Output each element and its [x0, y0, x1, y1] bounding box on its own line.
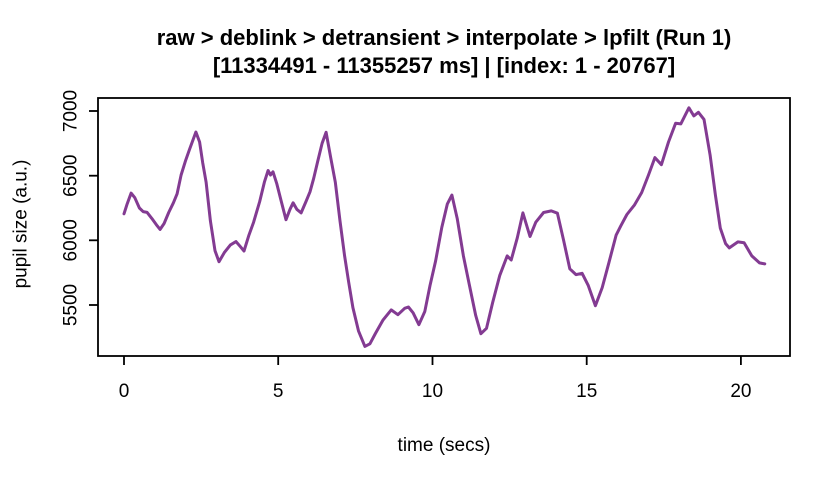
y-tick-label-5500: 5500 [61, 284, 82, 326]
x-tick-label-0: 0 [119, 381, 130, 402]
x-tick-label-20: 20 [730, 381, 751, 402]
y-axis-label: pupil size (a.u.) [11, 160, 32, 289]
plot-title-line1: raw > deblink > detransient > interpolat… [157, 25, 732, 50]
y-tick-label-6500: 6500 [61, 155, 82, 197]
plot-box [97, 97, 791, 357]
x-axis-ticks: 0 5 10 15 20 [119, 356, 751, 402]
y-tick-label-7000: 7000 [61, 90, 82, 132]
x-tick-label-15: 15 [576, 381, 597, 402]
plot-title-line2: [11334491 - 11355257 ms] | [index: 1 - 2… [213, 53, 675, 78]
y-tick-label-6000: 6000 [61, 219, 82, 261]
x-tick-label-5: 5 [273, 381, 284, 402]
data-line [122, 106, 767, 348]
x-axis-label: time (secs) [398, 435, 491, 456]
y-axis-ticks: 5500 6000 6500 7000 [61, 90, 98, 326]
x-tick-label-10: 10 [422, 381, 443, 402]
